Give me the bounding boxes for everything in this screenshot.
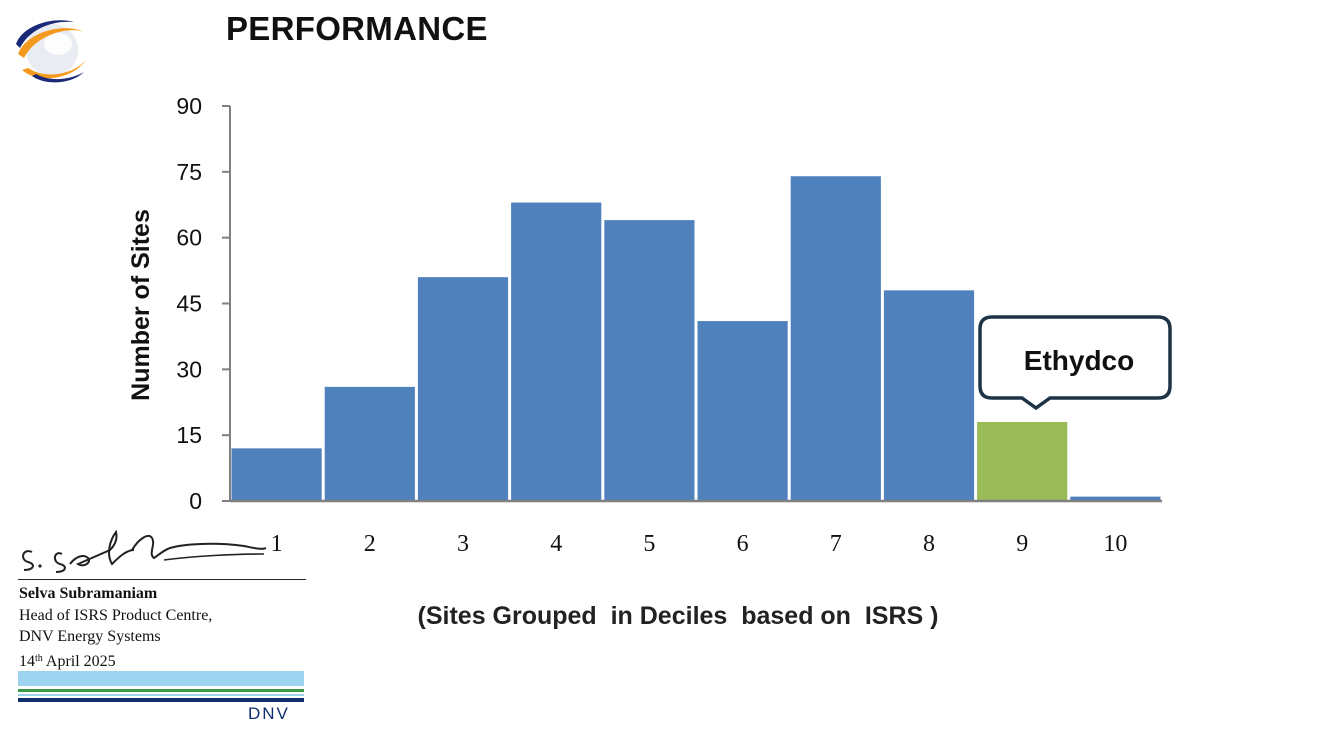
bar-2: [324, 386, 415, 501]
x-tick-label: 6: [737, 531, 749, 557]
bar-4: [511, 202, 602, 502]
signature-rule: [18, 579, 306, 580]
orbit-globe-logo-icon: [16, 20, 86, 83]
x-tick-label: 8: [923, 531, 935, 557]
signatory-title: Head of ISRS Product Centre,: [19, 606, 213, 624]
y-tick-label: 60: [176, 225, 202, 251]
y-tick-label: 0: [189, 488, 202, 514]
handwritten-signature-icon: [22, 529, 267, 573]
y-axis: 0 15 30 45 60 75 90: [176, 93, 231, 514]
brand-stripe-light-blue-thin: [18, 694, 304, 696]
signature-date: 14th April 2025: [19, 648, 212, 673]
brand-stripe-light-blue: [18, 671, 304, 686]
x-tick-label: 4: [550, 531, 562, 557]
x-tick-label: 2: [364, 531, 376, 557]
x-axis: 1 2 3 4 5 6 7 8 9 10: [230, 499, 1162, 557]
bar-7: [790, 176, 881, 501]
y-tick-label: 90: [176, 93, 202, 119]
signatory-organization: DNV Energy Systems: [19, 628, 161, 645]
bar-6: [697, 321, 788, 501]
dnv-brand-stripes: [18, 671, 304, 702]
callout-label: Ethydco: [1024, 345, 1134, 376]
y-tick-label: 15: [176, 422, 202, 448]
date-month-year: April 2025: [42, 652, 116, 670]
ethydco-callout: Ethydco: [978, 315, 1172, 411]
bars: [231, 176, 1161, 502]
x-tick-label: 9: [1016, 531, 1028, 557]
bar-5: [604, 220, 695, 501]
x-tick-label: 10: [1103, 531, 1127, 557]
bar-9: [977, 422, 1068, 501]
brand-stripe-navy: [18, 698, 304, 702]
y-tick-label: 45: [176, 291, 202, 317]
bar-3: [417, 277, 509, 501]
x-tick-label: 1: [271, 531, 283, 557]
bar-1: [231, 448, 322, 501]
x-axis-label: (Sites Grouped in Deciles based on ISRS …: [418, 602, 939, 630]
signature-block: Selva Subramaniam Head of ISRS Product C…: [19, 583, 212, 672]
dnv-wordmark: DNV: [248, 704, 290, 723]
date-day: 14: [19, 652, 35, 670]
date-suffix: th: [35, 652, 43, 664]
x-tick-label: 7: [830, 531, 842, 557]
callout-box: [978, 315, 1172, 411]
signatory-name: Selva Subramaniam: [19, 585, 158, 602]
bar-8: [883, 290, 975, 501]
y-tick-label: 75: [176, 159, 202, 185]
bar-10: [1070, 496, 1161, 501]
x-tick-label: 3: [457, 531, 469, 557]
y-tick-label: 30: [176, 356, 202, 382]
x-tick-label: 5: [643, 531, 655, 557]
page-title: PERFORMANCE: [226, 10, 488, 47]
brand-stripe-green: [18, 689, 304, 692]
y-axis-label: Number of Sites: [127, 209, 155, 401]
